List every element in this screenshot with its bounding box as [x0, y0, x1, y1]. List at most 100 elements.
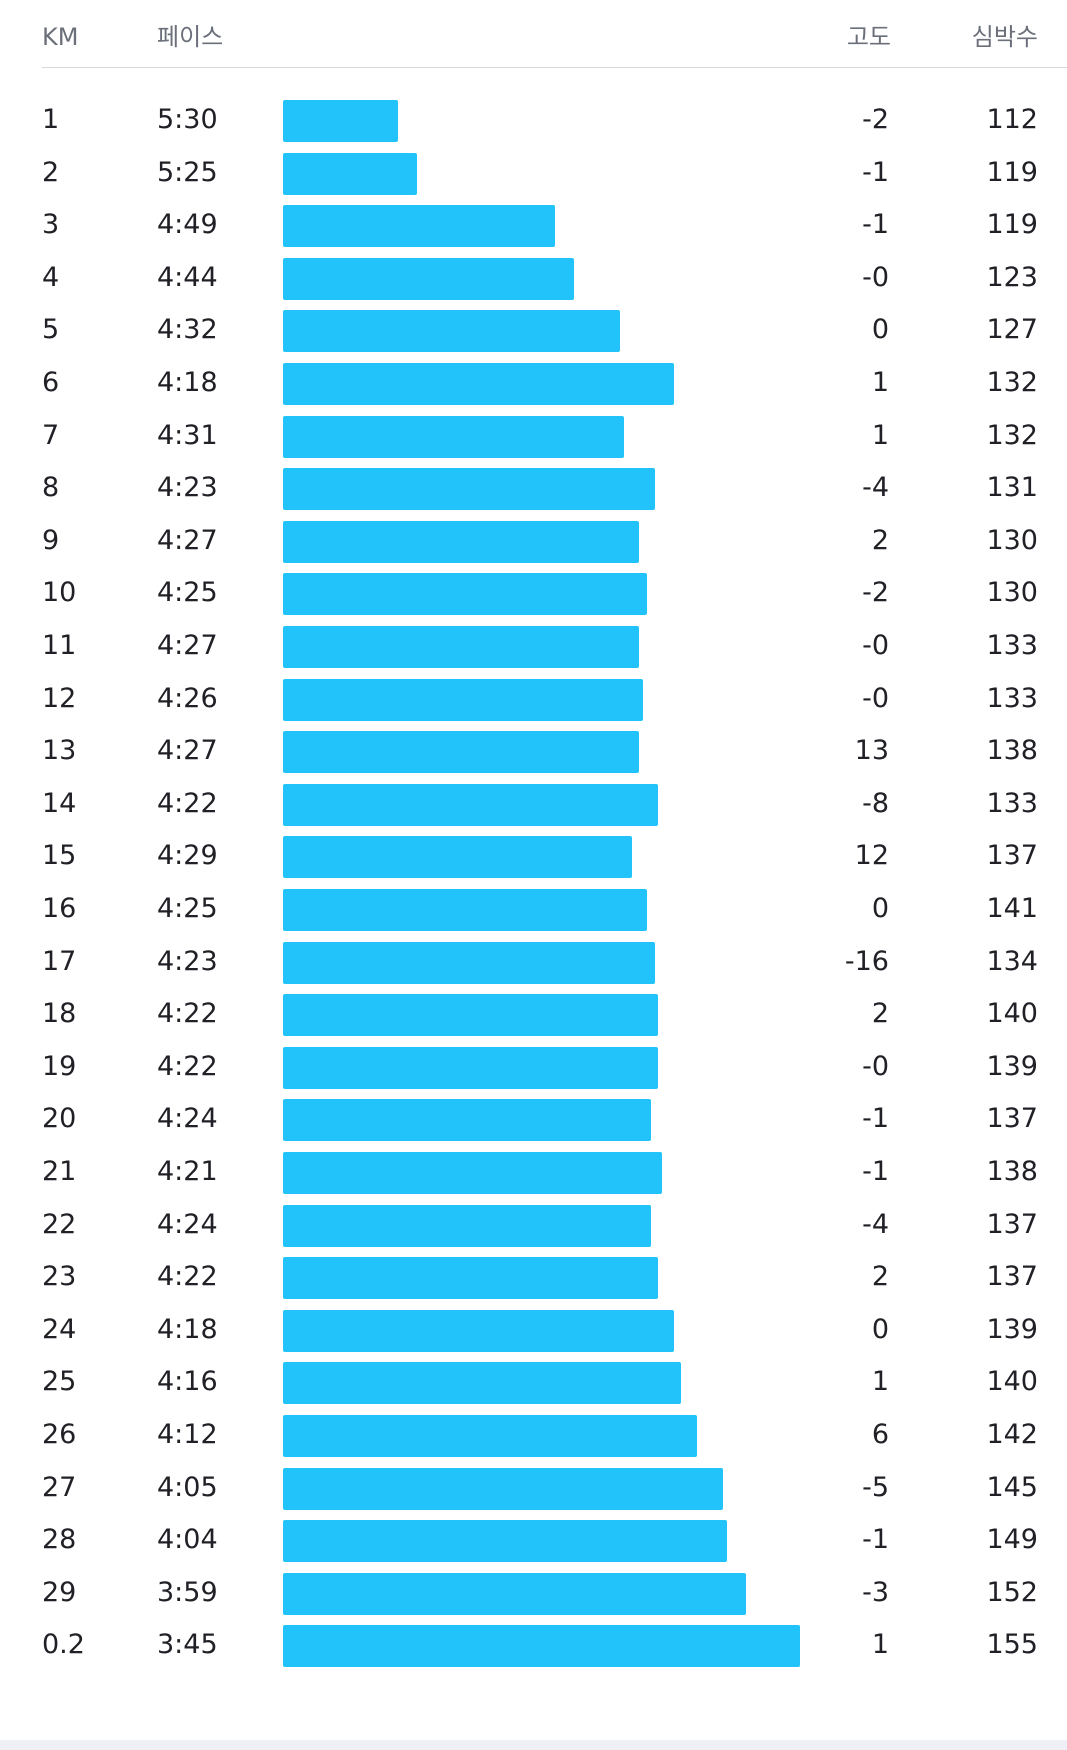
- split-row: 21 4:21 -1 138: [0, 1147, 1067, 1200]
- split-heart-rate: 138: [986, 1156, 1038, 1187]
- split-heart-rate: 119: [986, 209, 1038, 241]
- split-pace: 4:27: [157, 524, 218, 556]
- split-row: 12 4:26 -0 133: [0, 674, 1067, 727]
- split-elevation: 6: [871, 1419, 889, 1450]
- split-elevation: -1: [862, 156, 889, 188]
- split-row: 8 4:23 -4 131: [0, 463, 1067, 516]
- split-elevation: -1: [862, 1156, 889, 1187]
- split-km: 29: [42, 1576, 77, 1608]
- split-km: 1: [42, 104, 60, 135]
- pace-bar: [283, 731, 640, 774]
- pace-bar: [283, 1152, 663, 1194]
- split-elevation: -8: [862, 787, 889, 819]
- split-pace: 4:32: [157, 314, 218, 346]
- split-row: 9 4:27 2 130: [0, 516, 1067, 569]
- split-heart-rate: 112: [986, 104, 1038, 135]
- pace-bar: [283, 573, 647, 616]
- pace-bar: [283, 1309, 674, 1352]
- split-km: 12: [42, 682, 77, 714]
- split-row: 2 5:25 -1 119: [0, 148, 1067, 201]
- split-elevation: 2: [871, 524, 889, 556]
- pace-bar: [283, 889, 647, 931]
- split-heart-rate: 145: [986, 1471, 1038, 1503]
- pace-bar: [283, 468, 655, 511]
- split-km: 4: [42, 261, 60, 293]
- split-heart-rate: 139: [986, 1050, 1038, 1082]
- pace-bar: [283, 1257, 659, 1300]
- split-km: 22: [42, 1208, 77, 1240]
- split-km: 28: [42, 1524, 77, 1556]
- split-pace: 4:31: [157, 419, 218, 451]
- split-heart-rate: 139: [986, 1313, 1038, 1345]
- split-heart-rate: 130: [986, 577, 1038, 609]
- split-pace: 4:23: [157, 945, 218, 977]
- split-km: 5: [42, 314, 60, 346]
- pace-bar: [283, 1572, 747, 1615]
- split-row: 16 4:25 0 141: [0, 884, 1067, 937]
- split-row: 4 4:44 -0 123: [0, 253, 1067, 306]
- split-elevation: -4: [862, 1208, 889, 1240]
- split-heart-rate: 137: [986, 840, 1038, 872]
- split-pace: 4:25: [157, 893, 218, 924]
- pace-bar: [283, 152, 418, 195]
- split-row: 14 4:22 -8 133: [0, 779, 1067, 832]
- split-row: 29 3:59 -3 152: [0, 1568, 1067, 1621]
- split-heart-rate: 132: [986, 367, 1038, 398]
- split-row: 0.2 3:45 1 155: [0, 1620, 1067, 1673]
- split-row: 25 4:16 1 140: [0, 1357, 1067, 1410]
- split-heart-rate: 149: [986, 1524, 1038, 1556]
- pace-bar: [283, 100, 398, 142]
- pace-bar: [283, 415, 624, 458]
- split-km: 0.2: [42, 1629, 85, 1661]
- split-heart-rate: 134: [986, 945, 1038, 977]
- split-elevation: 12: [854, 840, 889, 872]
- split-pace: 4:25: [157, 577, 218, 609]
- split-heart-rate: 131: [986, 472, 1038, 504]
- split-heart-rate: 127: [986, 314, 1038, 346]
- split-row: 5 4:32 0 127: [0, 305, 1067, 358]
- split-row: 17 4:23 -16 134: [0, 937, 1067, 990]
- split-elevation: -3: [862, 1576, 889, 1608]
- split-elevation: 0: [871, 1313, 889, 1345]
- header-divider: [42, 67, 1067, 68]
- split-km: 14: [42, 787, 77, 819]
- split-elevation: -4: [862, 472, 889, 504]
- pace-bar: [283, 1046, 659, 1089]
- footer-strip: [0, 1740, 1067, 1750]
- split-km: 27: [42, 1471, 77, 1503]
- split-heart-rate: 133: [986, 787, 1038, 819]
- split-row: 20 4:24 -1 137: [0, 1094, 1067, 1147]
- pace-bar: [283, 257, 575, 300]
- split-km: 19: [42, 1050, 77, 1082]
- pace-bar: [283, 678, 643, 721]
- split-heart-rate: 137: [986, 1208, 1038, 1240]
- split-pace: 4:24: [157, 1103, 218, 1135]
- pace-bar: [283, 1204, 651, 1247]
- split-pace: 4:16: [157, 1366, 218, 1398]
- split-km: 17: [42, 945, 77, 977]
- split-pace: 4:27: [157, 630, 218, 661]
- split-elevation: -0: [862, 682, 889, 714]
- pace-bar: [283, 941, 655, 984]
- split-row: 1 5:30 -2 112: [0, 95, 1067, 148]
- pace-bar: [283, 310, 620, 353]
- pace-bar: [283, 1099, 651, 1142]
- pace-bar: [283, 783, 659, 826]
- split-heart-rate: 140: [986, 998, 1038, 1030]
- split-pace: 4:22: [157, 1050, 218, 1082]
- split-heart-rate: 142: [986, 1419, 1038, 1450]
- split-row: 18 4:22 2 140: [0, 989, 1067, 1042]
- split-row: 19 4:22 -0 139: [0, 1042, 1067, 1095]
- split-pace: 4:27: [157, 735, 218, 767]
- split-pace: 3:45: [157, 1629, 218, 1661]
- split-heart-rate: 137: [986, 1103, 1038, 1135]
- split-elevation: 0: [871, 314, 889, 346]
- split-km: 9: [42, 524, 60, 556]
- split-elevation: -2: [862, 104, 889, 135]
- column-header-km: KM: [42, 23, 79, 51]
- split-pace: 4:29: [157, 840, 218, 872]
- split-pace: 4:49: [157, 209, 218, 241]
- split-elevation: 0: [871, 893, 889, 924]
- split-km: 13: [42, 735, 77, 767]
- split-pace: 4:22: [157, 998, 218, 1030]
